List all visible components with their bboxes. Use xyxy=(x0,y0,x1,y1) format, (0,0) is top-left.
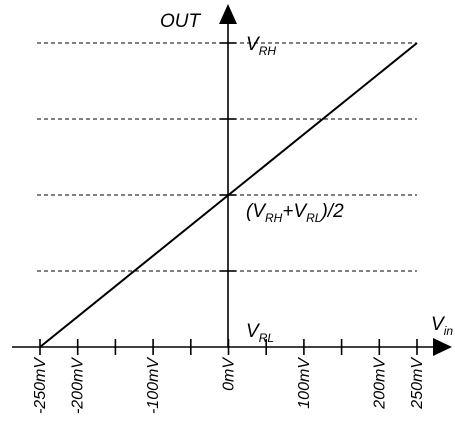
y-level-label-2: (VRH+VRL)/2 xyxy=(246,201,344,225)
x-tick-label-0: -250mV xyxy=(32,357,49,414)
y-level-label-sub: RH xyxy=(265,211,283,225)
x-tick-label-2: -100mV xyxy=(145,357,162,414)
y-tick-marks xyxy=(220,42,236,272)
x-tick-labels: -250mV -200mV -100mV 0mV 100mV 200mV 250mV xyxy=(32,357,426,414)
y-level-label-tail: )/2 xyxy=(319,201,344,222)
series-layer xyxy=(39,42,418,348)
grid-lines xyxy=(37,42,417,272)
y-level-label-0: VRL xyxy=(246,321,274,345)
x-tick-label-4: 100mV xyxy=(296,357,313,409)
x-axis-title-main: V xyxy=(431,314,446,335)
y-level-label-sub2: RL xyxy=(306,211,321,225)
y-level-label-plus: +V xyxy=(282,201,308,222)
y-level-label-sub: RL xyxy=(259,331,274,345)
y-level-label-main: V xyxy=(246,321,261,342)
y-axis-title: OUT xyxy=(160,11,202,32)
y-level-label-main: (V xyxy=(246,201,267,222)
x-axis-arrow xyxy=(433,338,452,356)
x-tick-label-1: -200mV xyxy=(70,357,87,414)
x-tick-label-3: 0mV xyxy=(221,357,238,391)
y-level-label-main: V xyxy=(246,34,261,55)
axes xyxy=(12,4,452,356)
x-axis-title-sub: in xyxy=(444,324,454,338)
series-line-0 xyxy=(39,42,418,348)
x-tick-marks xyxy=(39,339,418,355)
x-tick-label-5: 200mV xyxy=(371,357,388,410)
y-level-label-4: VRH xyxy=(246,34,276,58)
y-level-label-sub: RH xyxy=(259,44,277,58)
x-tick-label-6: 250mV xyxy=(409,357,426,410)
x-axis-title: Vin xyxy=(431,314,453,338)
y-axis-arrow xyxy=(219,4,237,24)
